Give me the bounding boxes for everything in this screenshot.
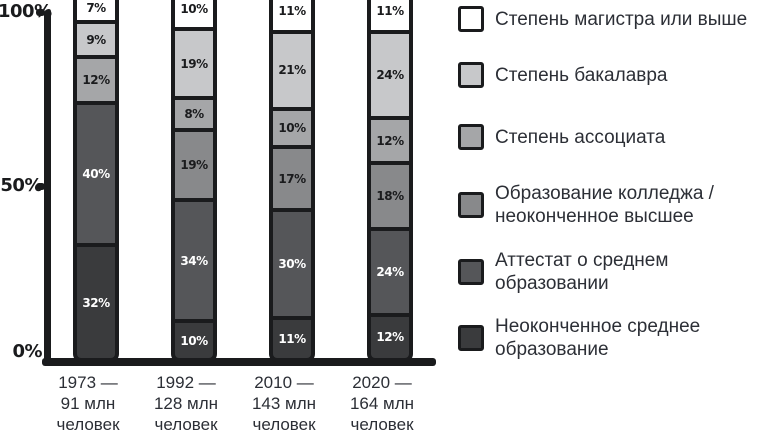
bar-segment-master: 11% xyxy=(273,0,311,31)
bar-segment-master: 11% xyxy=(371,0,409,30)
segment-value-label: 18% xyxy=(376,188,404,203)
segment-value-label: 21% xyxy=(278,63,306,78)
segment-value-label: 17% xyxy=(278,171,306,186)
bar-segment-college: 19% xyxy=(175,128,213,198)
legend-swatch-college xyxy=(458,192,484,218)
x-axis-label-4: 2020 — 164 млн человек xyxy=(349,373,415,434)
legend-label-associate: Степень ассоциата xyxy=(495,126,666,148)
bar-segment-master: 7% xyxy=(77,0,115,21)
bar-segment-highschool: 34% xyxy=(175,197,213,320)
segment-value-label: 24% xyxy=(376,67,404,82)
legend-label-master: Степень магистра или выше xyxy=(495,8,748,30)
segment-value-label: 24% xyxy=(376,264,404,279)
x-axis-label-3: 2010 — 143 млн человек xyxy=(251,373,317,434)
legend-swatch-associate xyxy=(458,124,484,150)
bar-segment-associate: 12% xyxy=(77,55,115,101)
segment-value-label: 10% xyxy=(180,333,208,348)
segment-value-label: 19% xyxy=(180,56,208,71)
bar-segment-associate: 8% xyxy=(175,96,213,129)
segment-value-label: 10% xyxy=(180,2,208,17)
stacked-bar-1: 7% 9% 12% 40% 32% xyxy=(73,0,119,362)
x-axis-label-2: 1992 — 128 млн человек xyxy=(153,373,219,434)
bar-segment-highschool: 30% xyxy=(273,208,311,316)
bar-segment-dropout: 11% xyxy=(273,315,311,358)
y-axis-line xyxy=(44,9,51,362)
segment-value-label: 12% xyxy=(82,73,110,88)
bar-segment-bachelor: 21% xyxy=(273,30,311,107)
segment-value-label: 11% xyxy=(376,3,404,18)
legend-label-bachelor: Степень бакалавра xyxy=(495,64,668,86)
legend-item-dropout: Неоконченное среднее образование xyxy=(458,315,758,361)
legend-label-college: Образование колледжа / неоконченное высш… xyxy=(495,183,714,227)
y-axis-label-0: 0% xyxy=(12,341,42,362)
bar-segment-college: 17% xyxy=(273,145,311,209)
segment-value-label: 40% xyxy=(82,167,110,182)
segment-value-label: 12% xyxy=(376,133,404,148)
legend-swatch-highschool xyxy=(458,259,484,285)
stacked-bar-2: 10% 19% 8% 19% 34% 10% xyxy=(171,0,217,362)
segment-value-label: 11% xyxy=(278,331,306,346)
bar-segment-college: 18% xyxy=(371,161,409,227)
bar-segment-master: 10% xyxy=(175,0,213,27)
y-axis-tick-50 xyxy=(36,183,45,190)
bar-segment-bachelor: 24% xyxy=(371,29,409,116)
legend-swatch-bachelor xyxy=(458,62,484,88)
x-axis-label-1: 1973 — 91 млн человек xyxy=(56,373,120,434)
legend-item-bachelor: Степень бакалавра xyxy=(458,62,758,88)
bar-segment-associate: 10% xyxy=(273,106,311,146)
bar-segment-dropout: 12% xyxy=(371,312,409,358)
segment-value-label: 8% xyxy=(184,107,204,122)
legend-item-college: Образование колледжа / неоконченное высш… xyxy=(458,182,758,228)
segment-value-label: 10% xyxy=(278,121,306,136)
legend-label-highschool: Аттестат о среднем образовании xyxy=(495,250,669,294)
bar-segment-highschool: 24% xyxy=(371,226,409,313)
y-axis-label-50: 50% xyxy=(0,175,42,196)
legend-item-associate: Степень ассоциата xyxy=(458,124,758,150)
legend-item-master: Степень магистра или выше xyxy=(458,6,758,32)
y-axis-label-100: 100% xyxy=(0,1,52,22)
legend-swatch-master xyxy=(458,6,484,32)
legend-label-dropout: Неоконченное среднее образование xyxy=(495,316,701,360)
x-axis-line xyxy=(42,358,436,366)
legend-swatch-dropout xyxy=(458,325,484,351)
bar-segment-bachelor: 19% xyxy=(175,26,213,97)
segment-value-label: 34% xyxy=(180,253,208,268)
bar-segment-dropout: 10% xyxy=(175,319,213,358)
bar-segment-highschool: 40% xyxy=(77,100,115,244)
y-axis-tick-100 xyxy=(36,9,45,16)
segment-value-label: 11% xyxy=(278,4,306,19)
segment-value-label: 19% xyxy=(180,157,208,172)
segment-value-label: 7% xyxy=(86,1,106,16)
bar-segment-dropout: 32% xyxy=(77,243,115,358)
stacked-bar-3: 11% 21% 10% 17% 30% 11% xyxy=(269,0,315,362)
legend-item-highschool: Аттестат о среднем образовании xyxy=(458,249,758,295)
segment-value-label: 32% xyxy=(82,295,110,310)
segment-value-label: 30% xyxy=(278,257,306,272)
segment-value-label: 12% xyxy=(376,330,404,345)
bar-segment-associate: 12% xyxy=(371,115,409,162)
bar-segment-bachelor: 9% xyxy=(77,20,115,56)
segment-value-label: 9% xyxy=(86,32,106,47)
stacked-bar-4: 11% 24% 12% 18% 24% 12% xyxy=(367,0,413,362)
